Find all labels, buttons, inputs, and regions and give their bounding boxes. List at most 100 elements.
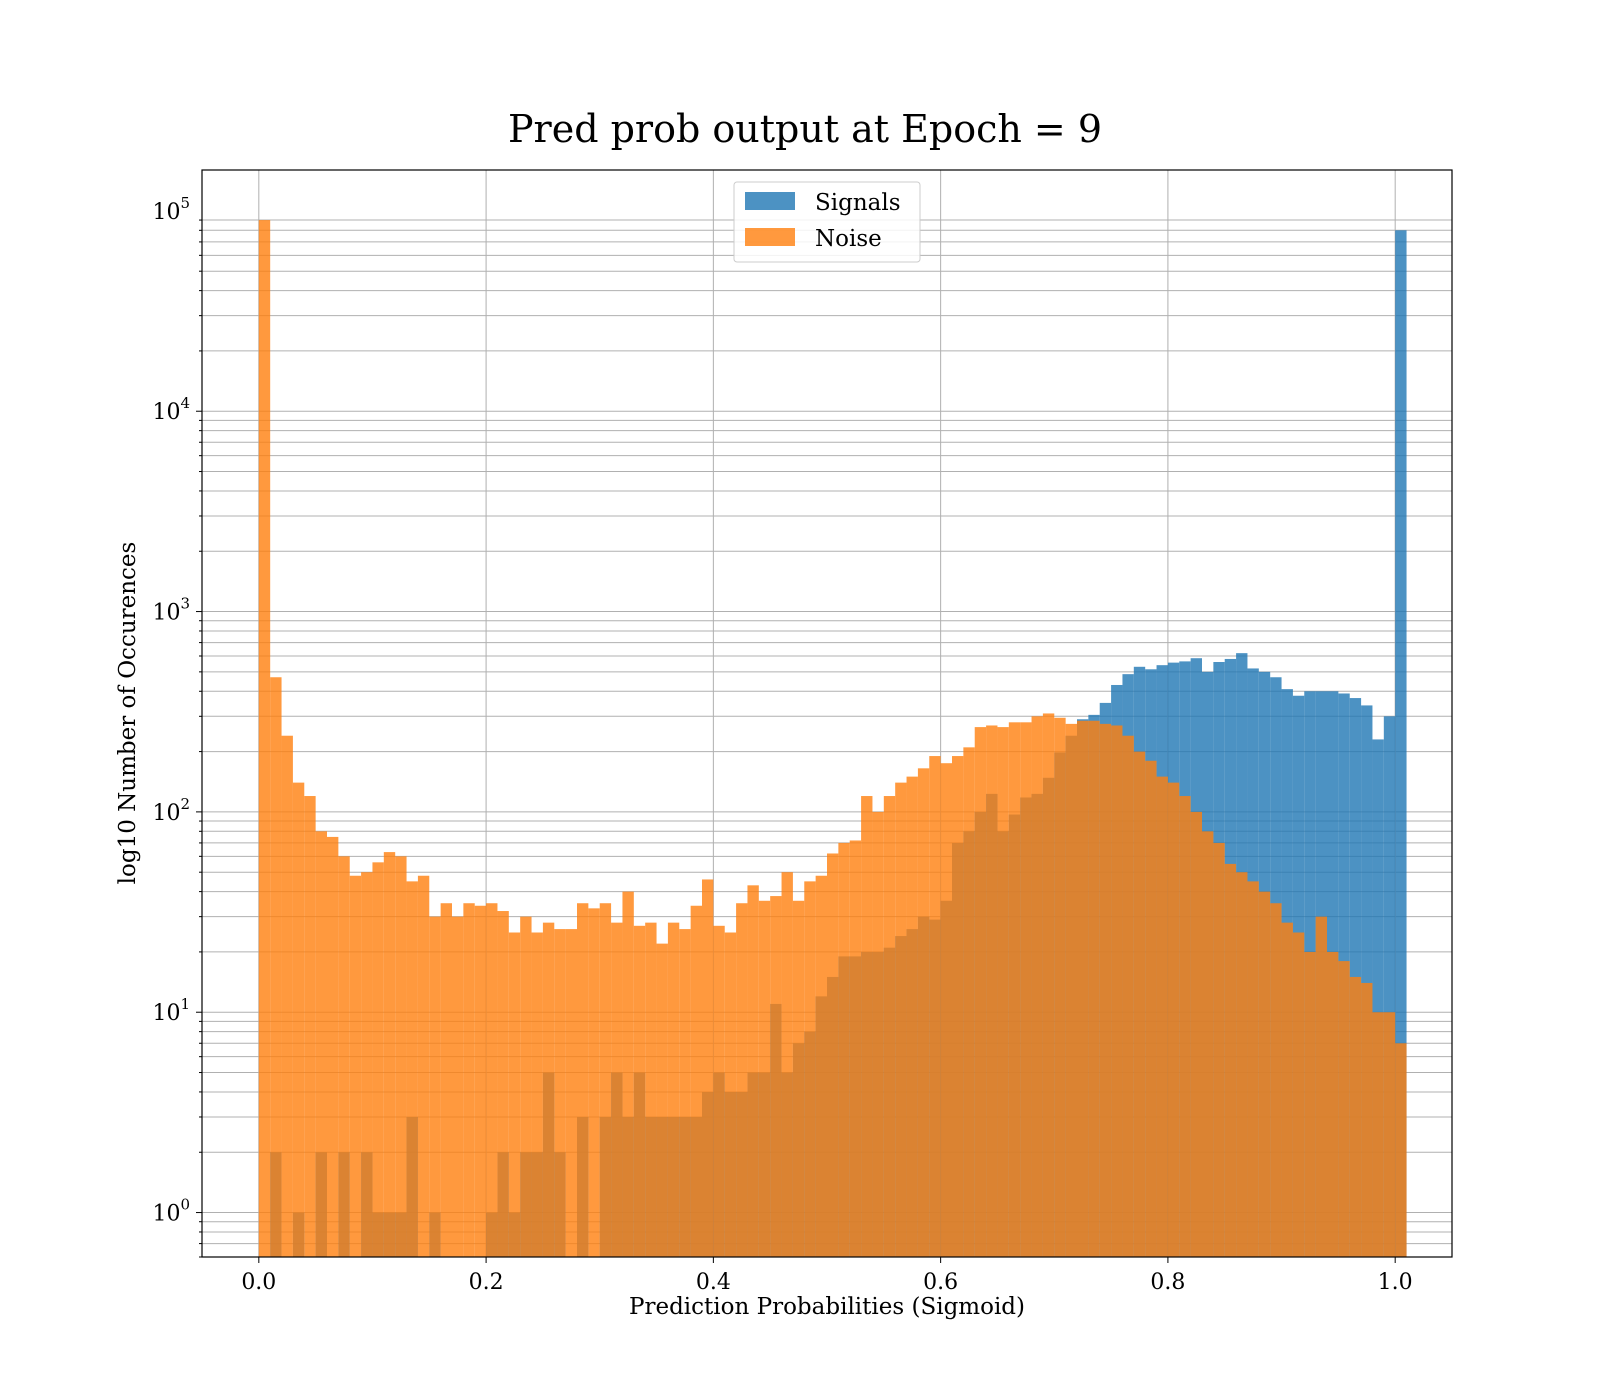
bar-noise	[1190, 811, 1202, 1257]
bar-noise	[849, 840, 862, 1257]
bar-noise	[406, 881, 418, 1257]
bar-noise	[906, 776, 918, 1257]
bar-noise	[361, 872, 373, 1257]
bar-noise	[963, 747, 975, 1257]
bar-noise	[1304, 951, 1316, 1257]
bar-noise	[690, 905, 702, 1257]
bar-noise	[645, 922, 657, 1257]
bar-noise	[1111, 725, 1123, 1257]
bar-noise	[281, 735, 293, 1257]
bar-noise	[656, 943, 668, 1257]
bar-noise	[1179, 796, 1191, 1257]
bar-noise	[327, 836, 339, 1257]
bar-noise	[804, 881, 816, 1257]
bar-noise	[395, 856, 407, 1257]
bar-noise	[611, 922, 623, 1257]
y-tick-label: 103	[152, 595, 190, 626]
bar-noise	[1145, 760, 1157, 1257]
bar-noise	[292, 782, 305, 1257]
bar-noise	[667, 922, 680, 1257]
bar-noise	[338, 856, 350, 1257]
bar-noise	[440, 903, 452, 1257]
x-tick-label: 0.0	[241, 1270, 276, 1295]
bar-noise	[508, 932, 521, 1257]
legend: Signals Noise	[733, 181, 921, 263]
bar-noise	[781, 872, 793, 1257]
bar-noise	[452, 916, 464, 1257]
legend-swatch-signals	[745, 192, 795, 210]
x-tick-label: 0.8	[1150, 1270, 1185, 1295]
bar-noise	[1270, 903, 1282, 1257]
bar-noise	[1395, 1043, 1407, 1257]
plot-frame	[201, 169, 1453, 1258]
bar-noise	[1327, 951, 1339, 1257]
bar-noise	[1247, 881, 1259, 1257]
bar-noise	[1202, 831, 1214, 1257]
bar-noise	[827, 853, 839, 1257]
bar-noise	[1167, 782, 1180, 1257]
x-axis-label: Prediction Probabilities (Sigmoid)	[629, 1294, 1025, 1320]
y-tick-label: 104	[152, 394, 190, 425]
bar-noise	[349, 875, 362, 1257]
bar-noise	[1042, 713, 1055, 1257]
bar-noise	[736, 903, 748, 1257]
bar-noise	[997, 727, 1009, 1257]
y-tick-label: 105	[152, 194, 190, 225]
chart-title: Pred prob output at Epoch = 9	[508, 107, 1102, 151]
bar-noise	[1133, 751, 1146, 1257]
bar-noise	[815, 875, 827, 1257]
bar-noise	[1281, 922, 1293, 1257]
bar-noise	[315, 831, 327, 1257]
y-axis-label: log10 Number of Occurences	[115, 542, 141, 885]
bar-noise	[1008, 722, 1021, 1257]
bar-noise	[1372, 1012, 1384, 1257]
y-tick-label: 100	[152, 1196, 190, 1227]
x-tick-label: 0.4	[696, 1270, 731, 1295]
legend-label-signals: Signals	[815, 190, 901, 216]
bar-noise	[633, 925, 646, 1257]
bar-noise	[1349, 976, 1362, 1257]
bar-noise	[542, 922, 555, 1257]
legend-swatch-noise	[745, 228, 795, 246]
bar-noise	[429, 916, 441, 1257]
bar-noise	[747, 885, 759, 1257]
bar-noise	[474, 905, 487, 1257]
bar-noise	[417, 875, 430, 1257]
bar-noise	[554, 929, 566, 1257]
y-tick-label: 101	[152, 995, 190, 1026]
bar-noise	[940, 763, 952, 1257]
bar-noise	[770, 896, 782, 1257]
bar-noise	[1338, 961, 1350, 1257]
legend-label-noise: Noise	[815, 226, 882, 252]
bar-noise	[702, 879, 714, 1257]
bar-noise	[952, 756, 964, 1257]
bar-noise	[883, 796, 896, 1257]
bar-noise	[258, 220, 271, 1257]
bar-noise	[929, 756, 941, 1257]
bar-noise	[463, 903, 475, 1257]
bar-noise	[1224, 863, 1237, 1257]
bar-noise	[1099, 723, 1112, 1257]
x-tick-label: 1.0	[1378, 1270, 1413, 1295]
axis-ticks: 0.0 0.2 0.4 0.6 0.8 1.0 100 101 102 103 104 105	[152, 194, 1412, 1295]
bar-noise	[599, 903, 612, 1257]
bar-noise	[270, 677, 282, 1257]
bar-noise	[531, 932, 543, 1257]
bar-noise	[974, 727, 987, 1257]
bar-noise	[1156, 776, 1168, 1257]
bar-noise	[1361, 982, 1373, 1257]
bar-noise	[1122, 735, 1134, 1257]
bar-noise	[1031, 716, 1043, 1257]
bar-signals	[1383, 716, 1396, 1257]
bar-noise	[758, 900, 771, 1257]
bar-noise	[383, 852, 396, 1257]
bar-noise	[1315, 916, 1327, 1257]
bar-noise	[895, 782, 907, 1257]
bar-signals	[1372, 739, 1384, 1257]
bar-noise	[713, 925, 725, 1257]
bar-noise	[372, 862, 384, 1257]
bar-signals	[1395, 230, 1407, 1258]
bar-noise	[679, 929, 691, 1257]
bar-noise	[304, 796, 316, 1257]
